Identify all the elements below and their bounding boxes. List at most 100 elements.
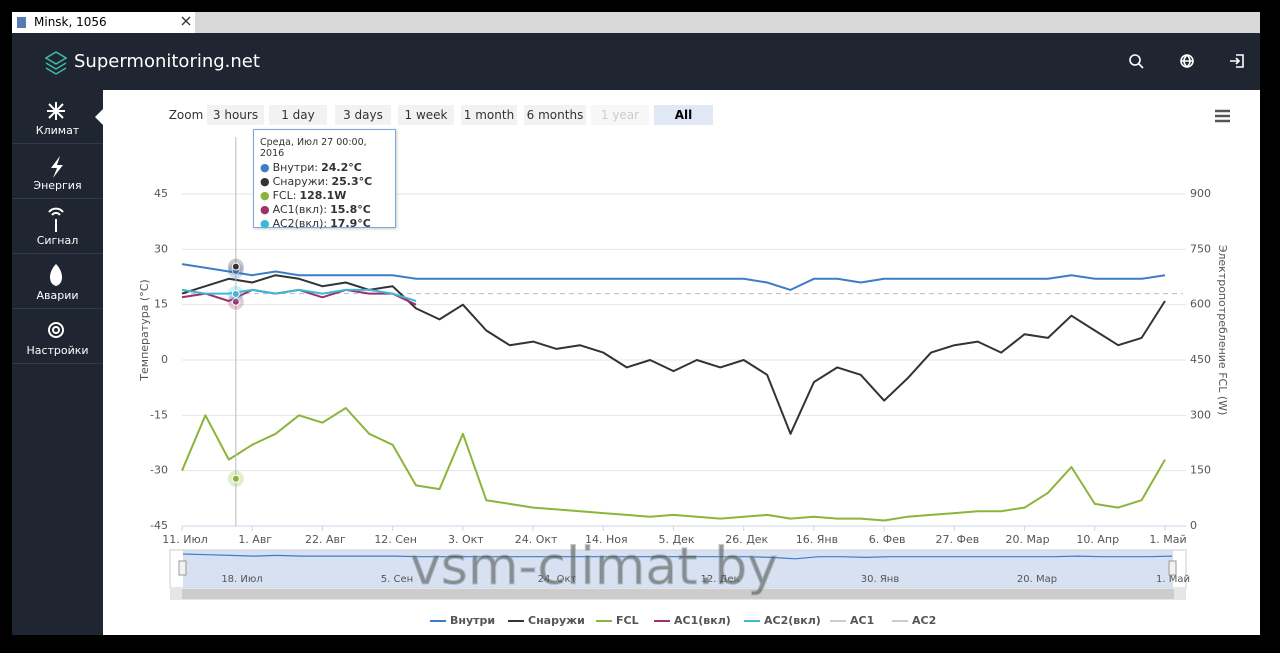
y2-tick-label: 150 — [1190, 464, 1211, 477]
zoom-button[interactable]: 3 hours — [207, 105, 264, 125]
chart-menu[interactable] — [1215, 109, 1230, 123]
energy-icon — [51, 156, 63, 178]
x-tick-label: 11. Июл — [162, 533, 208, 546]
hover-point — [231, 289, 240, 298]
legend-label: Внутри — [450, 614, 495, 627]
y-axis-title: Температура (°C) — [138, 279, 151, 381]
navigator-label: 5. Сен — [381, 574, 413, 585]
tooltip-name: Внутри: — [272, 161, 319, 174]
x-tick-label: 5. Дек — [659, 533, 695, 546]
brand[interactable]: Supermonitoring.net — [74, 51, 260, 72]
tooltip-title: Среда, Июл 27 00:00, 2016 — [260, 137, 367, 159]
zoom-button[interactable]: 3 days — [335, 105, 391, 125]
zoom-label: Zoom — [168, 108, 204, 122]
tab-close[interactable] — [181, 16, 191, 26]
active-nav-arrow — [95, 109, 103, 125]
tooltip-row: ● AC2(вкл): 17.9°C — [260, 217, 389, 231]
y2-tick-label: 450 — [1190, 353, 1211, 366]
x-tick-label: 1. Май — [1149, 533, 1186, 546]
tooltip-row: ● FCL: 128.1W — [260, 189, 389, 203]
tooltip: Среда, Июл 27 00:00, 2016 ● Внутри: 24.2°C ●… — [253, 129, 396, 231]
nav-item[interactable]: Аварии — [12, 255, 103, 309]
tooltip-value: 128.1W — [299, 189, 347, 202]
nav-item[interactable]: Климат — [12, 90, 103, 144]
y-tick-label: 0 — [161, 353, 168, 366]
tooltip-row: ● AC1(вкл): 15.8°C — [260, 203, 389, 217]
y-tick-label: 30 — [154, 242, 168, 255]
tooltip-row: ● Снаружи: 25.3°C — [260, 175, 389, 189]
series-line — [181, 263, 1166, 291]
tab-title: Minsk, 1056 — [34, 15, 107, 29]
nav-item[interactable]: Энергия — [12, 145, 103, 199]
search-icon[interactable] — [1129, 54, 1141, 66]
y2-tick-label: 0 — [1190, 519, 1197, 532]
tooltip-value: 15.8°C — [330, 203, 371, 216]
navigator-handle — [1168, 560, 1177, 576]
tooltip-bullet: ● — [260, 203, 270, 216]
x-tick-label: 12. Сен — [374, 533, 417, 546]
series-line — [181, 407, 1166, 522]
y-tick-label: -30 — [150, 464, 168, 477]
navigator-label: 30. Янв — [861, 574, 900, 585]
zoom-button[interactable]: 6 months — [524, 105, 586, 125]
tooltip-value: 25.3°C — [331, 175, 373, 188]
x-tick-label: 3. Окт — [448, 533, 484, 546]
watermark: vsm-climat.by — [410, 537, 778, 597]
x-tick-label: 10. Апр — [1076, 533, 1119, 546]
hover-point — [231, 262, 240, 271]
series-line — [181, 288, 417, 302]
navigator-label: 1. Май — [1156, 574, 1190, 585]
legend-label: Снаружи — [528, 614, 585, 627]
zoom-button[interactable]: All — [654, 105, 713, 125]
tab-strip — [12, 12, 1260, 33]
nav-item[interactable]: Настройки — [12, 310, 103, 364]
tooltip-name: AC2(вкл): — [272, 217, 328, 230]
x-tick-label: 20. Мар — [1005, 533, 1049, 546]
legend-label: AC2 — [912, 614, 936, 627]
y-tick-label: -45 — [150, 519, 168, 532]
tooltip-value: 24.2°C — [321, 161, 362, 174]
hover-point — [231, 297, 240, 306]
tooltip-name: FCL: — [272, 189, 297, 202]
tooltip-name: Снаружи: — [272, 175, 329, 188]
logout-icon[interactable] — [1230, 54, 1244, 68]
x-tick-label: 1. Авг — [238, 533, 272, 546]
signal-icon — [48, 207, 64, 232]
x-tick-label: 24. Окт — [515, 533, 558, 546]
x-tick-label: 14. Ноя — [585, 533, 628, 546]
zoom-button[interactable]: 1 year — [591, 105, 649, 125]
navigator-handle — [178, 560, 187, 576]
y-tick-label: 15 — [154, 298, 168, 311]
tooltip-bullet: ● — [260, 189, 270, 202]
tooltip-bullet: ● — [260, 217, 270, 230]
navigator-label: 20. Мар — [1017, 574, 1057, 585]
tooltip-name: AC1(вкл): — [272, 203, 328, 216]
browser-tab[interactable]: Minsk, 1056 — [12, 12, 195, 33]
climate-icon — [47, 102, 65, 120]
scrollbar-thumb — [182, 589, 1174, 599]
x-tick-label: 6. Фев — [869, 533, 906, 546]
y-tick-label: -15 — [150, 408, 168, 421]
nav-item[interactable]: Сигнал — [12, 200, 103, 254]
navigator-label: 18. Июл — [221, 574, 262, 585]
hover-point — [231, 474, 240, 483]
settings-icon — [48, 322, 64, 338]
y2-axis-title: Электропотребление FCL (W) — [1216, 245, 1229, 416]
sidebar: Климат Энергия Сигнал Аварии Настройки — [12, 90, 103, 635]
tooltip-value: 17.9°C — [330, 217, 371, 230]
x-tick-label: 27. Фев — [935, 533, 979, 546]
zoom-button[interactable]: 1 month — [461, 105, 517, 125]
nav-label: Настройки — [26, 344, 89, 357]
legend-label: AC2(вкл) — [764, 614, 821, 627]
y2-tick-label: 900 — [1190, 187, 1211, 200]
legend-label: FCL — [616, 614, 639, 627]
y2-tick-label: 750 — [1190, 242, 1211, 255]
zoom-button[interactable]: 1 day — [269, 105, 327, 125]
navigator-line — [182, 553, 1173, 560]
tab-icon — [17, 17, 26, 28]
navigator-label: 12. Дек — [700, 574, 739, 585]
nav-label: Климат — [35, 124, 80, 137]
zoom-button[interactable]: 1 week — [398, 105, 454, 125]
series-line — [181, 274, 1166, 435]
